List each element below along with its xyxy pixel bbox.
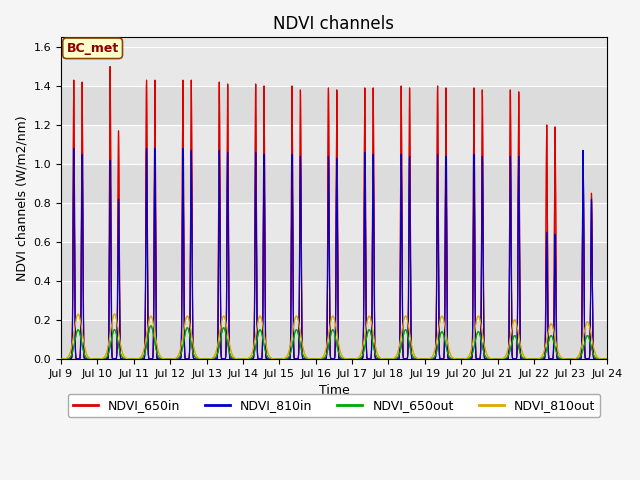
Bar	[61, 203, 607, 242]
Bar	[61, 242, 607, 281]
NDVI_650out	[220, 325, 227, 331]
Bar	[61, 281, 607, 320]
NDVI_650out	[527, 356, 534, 362]
NDVI_650out	[404, 336, 412, 341]
Y-axis label: NDVI channels (W/m2/nm): NDVI channels (W/m2/nm)	[15, 115, 28, 281]
Bar	[61, 47, 607, 86]
NDVI_650in	[602, 356, 609, 362]
Bar	[61, 86, 607, 125]
NDVI_810out	[363, 319, 371, 324]
NDVI_650in	[57, 356, 65, 362]
NDVI_650in	[603, 356, 611, 362]
NDVI_810in	[70, 145, 77, 151]
Line: NDVI_650out: NDVI_650out	[61, 326, 607, 359]
NDVI_810out	[74, 311, 82, 317]
NDVI_650out	[363, 333, 371, 338]
NDVI_810in	[492, 356, 500, 362]
NDVI_650in	[492, 356, 500, 362]
NDVI_810in	[602, 356, 609, 362]
NDVI_810out	[492, 356, 500, 362]
NDVI_810in	[404, 322, 412, 328]
NDVI_650out	[602, 356, 609, 362]
NDVI_810out	[220, 313, 227, 319]
NDVI_650in	[363, 355, 371, 361]
NDVI_650out	[603, 356, 611, 362]
X-axis label: Time: Time	[319, 384, 349, 397]
Line: NDVI_810out: NDVI_810out	[61, 314, 607, 359]
NDVI_810out	[404, 322, 412, 328]
Bar	[61, 164, 607, 203]
NDVI_650in	[404, 311, 412, 316]
NDVI_810in	[220, 356, 227, 362]
NDVI_810out	[527, 356, 534, 362]
NDVI_810out	[57, 356, 65, 362]
Title: NDVI channels: NDVI channels	[273, 15, 394, 33]
NDVI_650in	[527, 356, 534, 362]
NDVI_810in	[527, 356, 534, 362]
Legend: NDVI_650in, NDVI_810in, NDVI_650out, NDVI_810out: NDVI_650in, NDVI_810in, NDVI_650out, NDV…	[68, 394, 600, 417]
NDVI_650in	[220, 356, 227, 362]
NDVI_810out	[602, 356, 609, 362]
NDVI_650out	[147, 323, 155, 329]
NDVI_810in	[57, 356, 65, 362]
Line: NDVI_650in: NDVI_650in	[61, 67, 607, 359]
NDVI_650in	[106, 64, 114, 70]
NDVI_810in	[363, 355, 371, 361]
Line: NDVI_810in: NDVI_810in	[61, 148, 607, 359]
NDVI_810out	[603, 356, 611, 362]
NDVI_650out	[492, 356, 500, 362]
NDVI_810in	[603, 356, 611, 362]
Bar	[61, 125, 607, 164]
NDVI_650out	[57, 356, 65, 362]
Text: BC_met: BC_met	[67, 42, 119, 55]
Bar	[61, 320, 607, 359]
